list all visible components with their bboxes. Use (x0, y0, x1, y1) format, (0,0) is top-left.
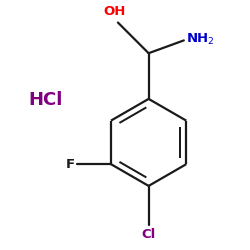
Text: NH$_2$: NH$_2$ (186, 32, 215, 47)
Text: HCl: HCl (28, 91, 63, 109)
Text: F: F (66, 158, 75, 171)
Text: OH: OH (103, 5, 126, 18)
Text: Cl: Cl (142, 228, 156, 241)
